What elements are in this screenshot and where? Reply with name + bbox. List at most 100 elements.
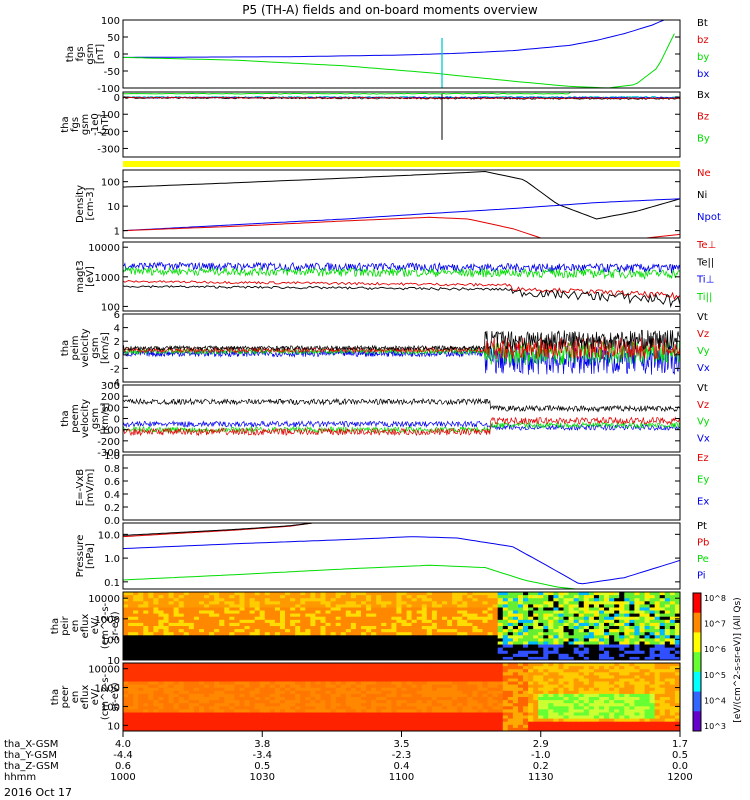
heatmap-cell [168, 669, 175, 673]
plot-area-peir [123, 592, 680, 660]
heatmap-cell [548, 607, 554, 612]
heatmap-cell [497, 684, 504, 689]
y-axis-label: [nPa] [85, 543, 96, 569]
heatmap-cell [366, 647, 372, 652]
heatmap-cell [629, 619, 636, 624]
heatmap-cell [578, 647, 585, 652]
heatmap-cell [315, 601, 322, 605]
heatmap-cell [639, 678, 646, 683]
heatmap-cell [330, 700, 337, 704]
heatmap-cell [163, 706, 170, 710]
heatmap-cell [249, 700, 256, 704]
heatmap-cell [381, 650, 387, 655]
heatmap-cell [619, 724, 625, 729]
heatmap-cell [254, 709, 261, 714]
heatmap-cell [188, 724, 195, 729]
heatmap-cell [401, 656, 408, 660]
heatmap-cell [269, 610, 276, 615]
heatmap-cell [406, 638, 413, 643]
heatmap-cell [421, 653, 428, 658]
heatmap-cell [447, 684, 453, 689]
heatmap-cell [401, 613, 408, 618]
heatmap-cell [330, 598, 337, 602]
heatmap-cell [639, 672, 646, 676]
heatmap-cell [123, 619, 129, 624]
heatmap-cell [462, 647, 468, 652]
heatmap-cell [335, 727, 342, 731]
heatmap-cell [426, 619, 433, 624]
heatmap-cell [224, 703, 230, 707]
heatmap-cell [452, 656, 458, 660]
heatmap-cell [143, 629, 149, 633]
heatmap-cell [497, 598, 504, 602]
heatmap-cell [644, 601, 651, 605]
heatmap-cell [421, 678, 428, 683]
heatmap-cell [553, 672, 560, 676]
heatmap-cell [502, 613, 509, 618]
heatmap-cell [229, 607, 235, 612]
heatmap-cell [502, 650, 509, 655]
heatmap-cell [355, 629, 362, 633]
heatmap-cell [406, 616, 413, 621]
heatmap-cell [285, 610, 291, 615]
heatmap-cell [593, 629, 600, 633]
heatmap-cell [669, 616, 676, 621]
heatmap-cell [209, 687, 215, 692]
heatmap-cell [659, 626, 666, 630]
heatmap-cell [305, 598, 311, 602]
heatmap-cell [173, 650, 180, 655]
heatmap-cell [649, 690, 656, 695]
heatmap-cell [502, 706, 509, 710]
heatmap-cell [244, 712, 251, 717]
heatmap-cell [254, 700, 261, 704]
heatmap-cell [497, 669, 504, 673]
heatmap-cell [249, 595, 256, 599]
heatmap-cell [224, 727, 230, 731]
heatmap-cell [538, 715, 544, 720]
heatmap-cell [239, 595, 246, 599]
heatmap-cell [452, 647, 458, 652]
heatmap-cell [274, 598, 281, 602]
heatmap-cell [350, 619, 357, 624]
heatmap-cell [199, 718, 205, 723]
heatmap-cell [588, 718, 595, 723]
heatmap-cell [436, 681, 443, 686]
heatmap-cell [593, 718, 600, 723]
heatmap-cell [416, 604, 423, 609]
heatmap-cell [502, 604, 509, 609]
heatmap-cell [563, 644, 570, 649]
heatmap-cell [244, 613, 251, 618]
heatmap-cell [381, 712, 387, 717]
heatmap-cell [563, 709, 570, 714]
heatmap-cell [457, 616, 463, 621]
heatmap-cell [381, 724, 387, 729]
heatmap-cell [153, 700, 160, 704]
heatmap-cell [447, 613, 453, 618]
heatmap-cell [239, 607, 246, 612]
heatmap-cell [477, 604, 484, 609]
heatmap-cell [426, 675, 433, 680]
heatmap-cell [604, 675, 610, 680]
heatmap-cell [553, 706, 560, 710]
heatmap-cell [138, 619, 144, 624]
heatmap-cell [533, 718, 539, 723]
heatmap-cell [649, 647, 656, 652]
heatmap-cell [436, 724, 443, 729]
heatmap-cell [376, 592, 382, 596]
heatmap-cell [518, 700, 524, 704]
heatmap-cell [492, 684, 499, 689]
heatmap-cell [355, 678, 362, 683]
heatmap-cell [497, 592, 504, 596]
heatmap-cell [315, 647, 322, 652]
heatmap-cell [674, 656, 680, 660]
heatmap-cell [386, 703, 392, 707]
heatmap-cell [366, 601, 372, 605]
heatmap-cell [563, 700, 570, 704]
heatmap-cell [644, 700, 651, 704]
heatmap-cell [391, 700, 398, 704]
heatmap-cell [239, 663, 246, 667]
heatmap-cell [512, 672, 519, 676]
heatmap-cell [325, 656, 332, 660]
heatmap-cell [604, 666, 610, 670]
